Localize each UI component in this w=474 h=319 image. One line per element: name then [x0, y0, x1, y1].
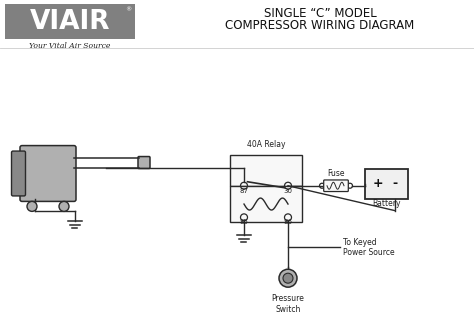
- Text: Pressure
Switch: Pressure Switch: [272, 294, 304, 314]
- FancyBboxPatch shape: [230, 154, 302, 186]
- Text: 85: 85: [239, 219, 248, 225]
- Circle shape: [347, 183, 353, 188]
- FancyBboxPatch shape: [324, 180, 348, 191]
- Text: Battery: Battery: [372, 199, 401, 208]
- Text: +: +: [373, 177, 383, 190]
- Text: Fuse: Fuse: [327, 169, 345, 178]
- FancyBboxPatch shape: [138, 157, 150, 168]
- Text: VIAIR: VIAIR: [30, 10, 110, 35]
- Text: To Keyed
Power Source: To Keyed Power Source: [343, 238, 395, 257]
- Text: -: -: [392, 177, 398, 190]
- Text: SINGLE “C” MODEL: SINGLE “C” MODEL: [264, 7, 376, 20]
- FancyBboxPatch shape: [5, 4, 135, 39]
- Text: COMPRESSOR WIRING DIAGRAM: COMPRESSOR WIRING DIAGRAM: [225, 19, 415, 33]
- FancyBboxPatch shape: [20, 145, 76, 201]
- FancyBboxPatch shape: [365, 169, 408, 199]
- FancyBboxPatch shape: [230, 186, 302, 222]
- Circle shape: [319, 183, 325, 188]
- Text: 30: 30: [283, 188, 292, 194]
- Circle shape: [27, 201, 37, 211]
- FancyBboxPatch shape: [11, 151, 26, 196]
- Circle shape: [283, 273, 293, 283]
- Text: ®: ®: [125, 7, 131, 12]
- Text: Your Vital Air Source: Your Vital Air Source: [29, 42, 111, 50]
- Text: 86: 86: [283, 219, 292, 225]
- Circle shape: [59, 201, 69, 211]
- Text: 87: 87: [239, 188, 248, 194]
- Circle shape: [279, 269, 297, 287]
- Text: 40A Relay: 40A Relay: [247, 140, 285, 149]
